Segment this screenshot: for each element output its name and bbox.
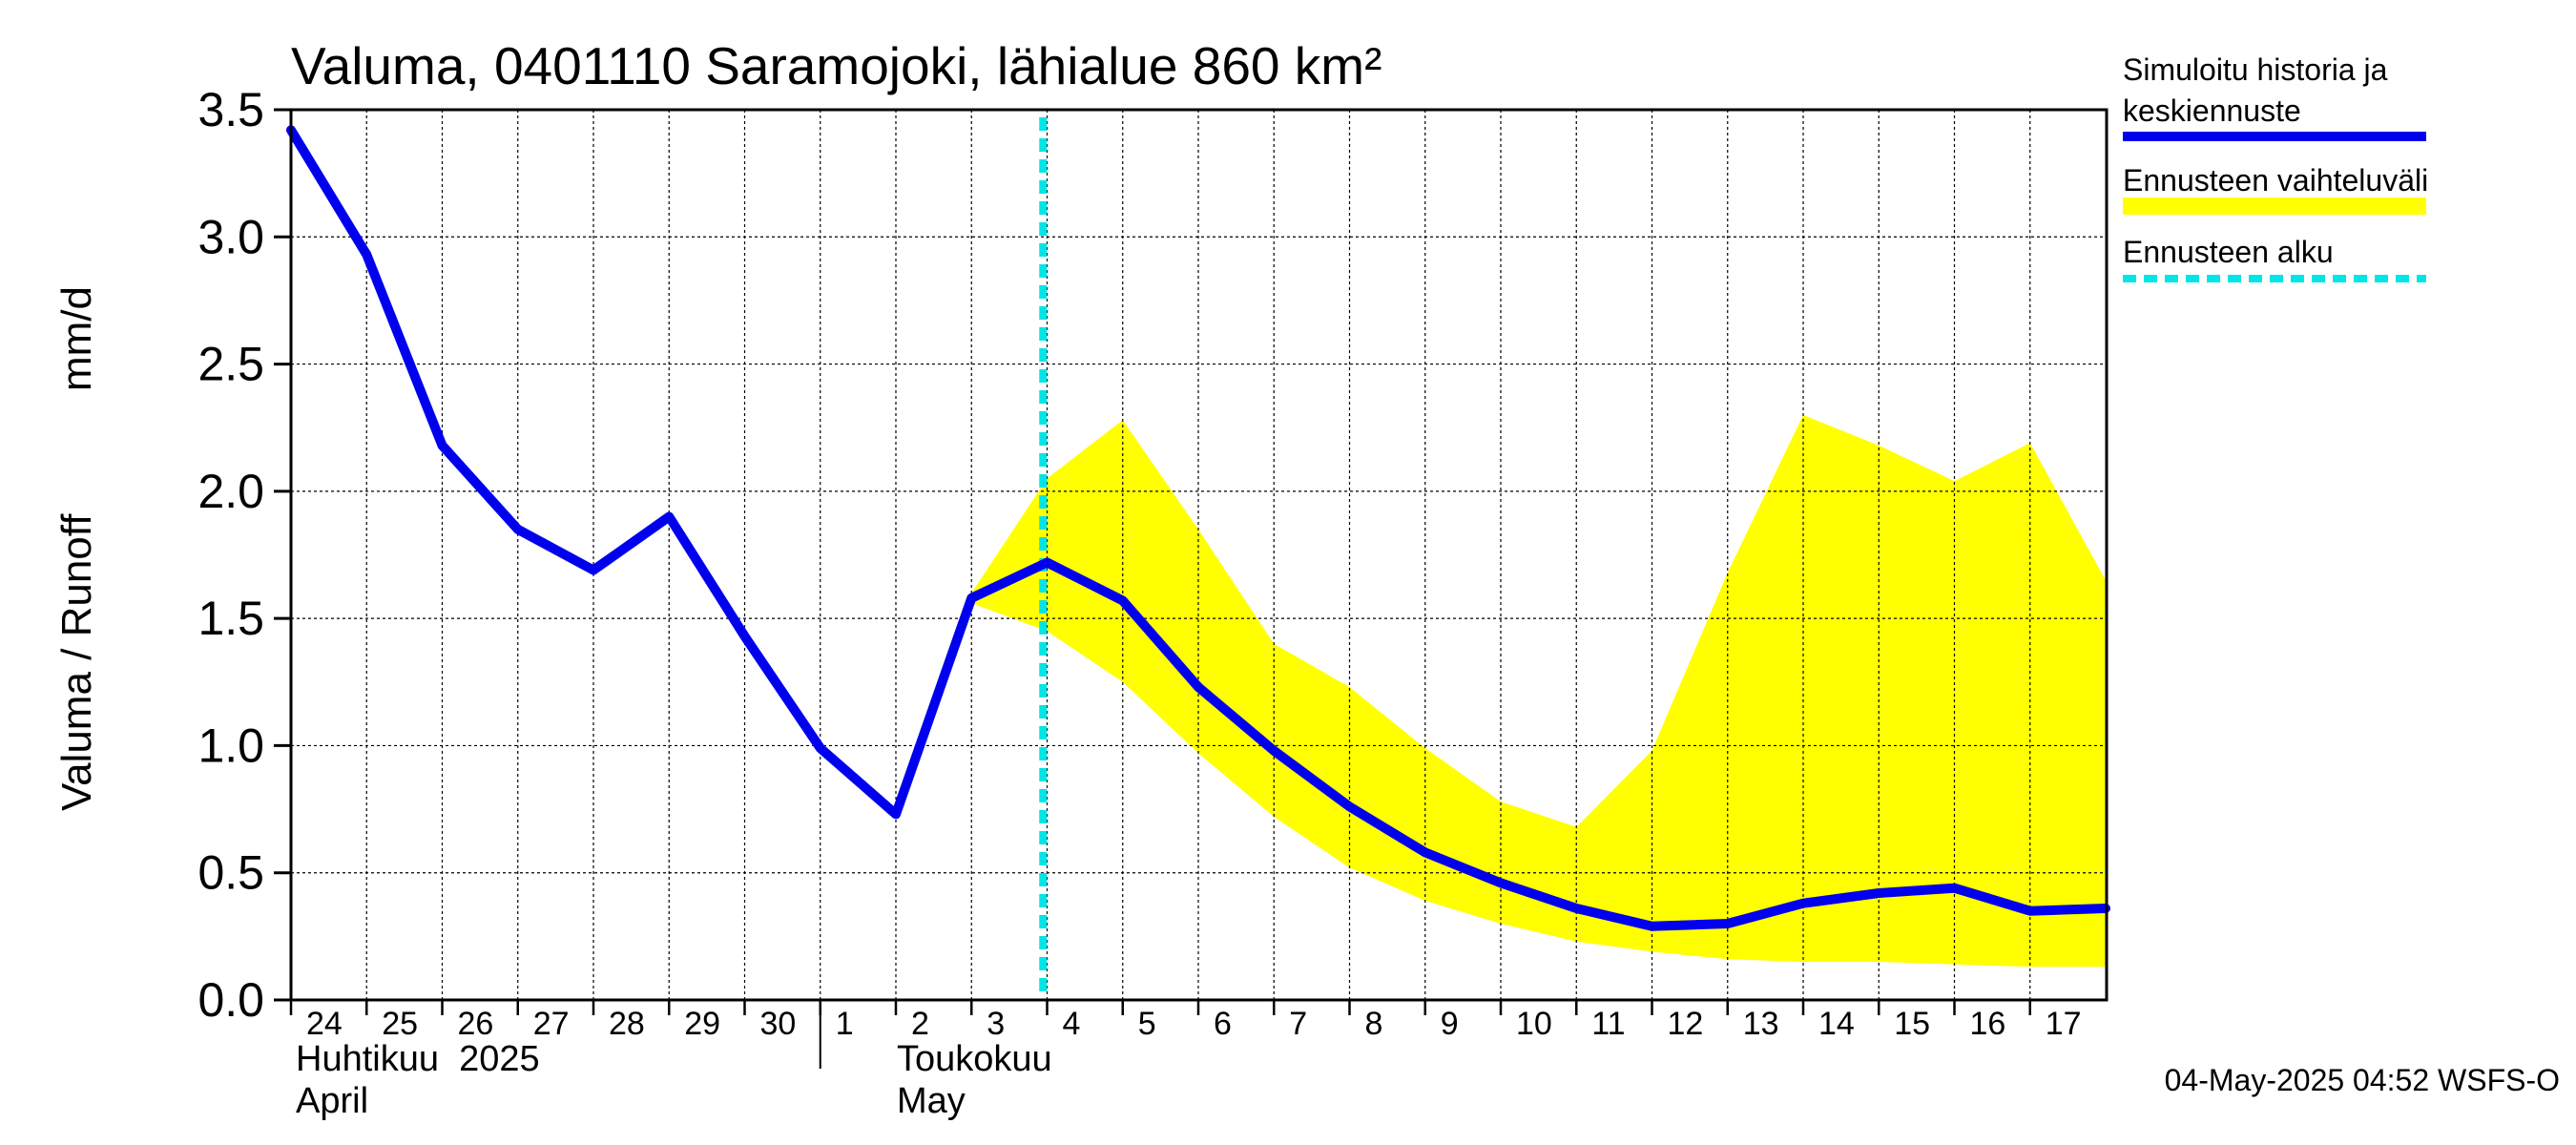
x-tick-label: 24 xyxy=(306,1006,343,1042)
footer-timestamp: 04-May-2025 04:52 WSFS-O xyxy=(2165,1063,2560,1097)
y-tick-label: 3.0 xyxy=(197,210,264,263)
runoff-data-point xyxy=(1347,804,1352,809)
legend-history-label-line2: keskiennuste xyxy=(2123,94,2301,128)
x-tick-label: 12 xyxy=(1668,1006,1704,1042)
runoff-data-point xyxy=(1196,685,1200,690)
legend: Simuloitu historia ja keskiennuste Ennus… xyxy=(2123,52,2428,282)
y-axis-label-runoff: Valuma / Runoff xyxy=(53,513,100,811)
runoff-data-point xyxy=(894,812,898,817)
y-tick-label: 1.5 xyxy=(197,592,264,645)
y-tick-label: 1.0 xyxy=(197,718,264,772)
runoff-data-point xyxy=(969,595,974,600)
runoff-data-point xyxy=(1272,748,1277,753)
x-tick-label: 17 xyxy=(2046,1006,2082,1042)
x-tick-label: 29 xyxy=(684,1006,720,1042)
x-tick-label: 10 xyxy=(1516,1006,1552,1042)
runoff-data-point xyxy=(2027,908,2032,913)
x-tick-label: 7 xyxy=(1289,1006,1307,1042)
runoff-data-point xyxy=(1801,901,1805,906)
runoff-data-point xyxy=(667,514,672,519)
month-label-may-en: May xyxy=(897,1081,966,1121)
x-tick-label: 30 xyxy=(760,1006,797,1042)
x-tick-label: 2 xyxy=(911,1006,929,1042)
month-label-april-fi: Huhtikuu 2025 xyxy=(296,1039,540,1079)
legend-range-label: Ennusteen vaihteluväli xyxy=(2123,163,2428,198)
x-tick-label: 27 xyxy=(533,1006,570,1042)
x-tick-label: 6 xyxy=(1214,1006,1232,1042)
x-tick-label: 4 xyxy=(1063,1006,1081,1042)
runoff-data-point xyxy=(1574,906,1579,910)
x-tick-label: 8 xyxy=(1365,1006,1383,1042)
legend-history-label-line1: Simuloitu historia ja xyxy=(2123,52,2388,87)
runoff-data-point xyxy=(1952,885,1957,890)
x-tick-label: 15 xyxy=(1894,1006,1930,1042)
x-tick-label: 9 xyxy=(1441,1006,1459,1042)
runoff-data-point xyxy=(440,443,445,448)
runoff-data-point xyxy=(1045,560,1049,565)
y-tick-label: 0.5 xyxy=(197,846,264,900)
x-tick-label: 3 xyxy=(987,1006,1005,1042)
x-tick-label: 16 xyxy=(1970,1006,2006,1042)
month-label-may-fi: Toukokuu xyxy=(897,1039,1052,1079)
y-tick-label: 2.5 xyxy=(197,338,264,391)
runoff-data-point xyxy=(364,252,369,257)
legend-start-label: Ennusteen alku xyxy=(2123,235,2334,269)
chart-title: Valuma, 0401110 Saramojoki, lähialue 860… xyxy=(291,36,1381,95)
x-tick-label: 13 xyxy=(1743,1006,1779,1042)
runoff-data-point xyxy=(742,634,747,638)
forecast-band-layer xyxy=(971,414,2106,968)
runoff-data-point xyxy=(1725,922,1730,926)
axes: 0.00.51.01.52.02.53.03.524 25 26 27 28 29 30 1 2… xyxy=(197,83,2082,1069)
runoff-data-point xyxy=(818,746,822,751)
x-tick-label: 1 xyxy=(836,1006,854,1042)
runoff-data-point xyxy=(1877,891,1881,895)
forecast-range-band xyxy=(971,414,2106,968)
runoff-data-point xyxy=(515,527,520,531)
y-axis-label-unit: mm/d xyxy=(53,286,100,391)
x-tick-label: 11 xyxy=(1591,1006,1625,1042)
grid-lines xyxy=(291,110,2107,1000)
y-tick-label: 3.5 xyxy=(197,83,264,136)
month-label-april-en: April xyxy=(296,1081,368,1121)
y-tick-label: 0.0 xyxy=(197,973,264,1027)
x-tick-label: 5 xyxy=(1138,1006,1156,1042)
x-tick-label: 26 xyxy=(458,1006,494,1042)
runoff-data-point xyxy=(1423,850,1427,855)
x-tick-label: 25 xyxy=(382,1006,418,1042)
month-labels: Huhtikuu 2025 April Toukokuu May xyxy=(296,1039,1052,1121)
runoff-data-point xyxy=(1650,924,1654,928)
y-tick-label: 2.0 xyxy=(197,465,264,518)
runoff-data-point xyxy=(1499,881,1503,885)
runoff-data-point xyxy=(1120,598,1125,603)
runoff-data-point xyxy=(592,568,595,572)
x-tick-label: 14 xyxy=(1818,1006,1855,1042)
x-tick-label: 28 xyxy=(609,1006,645,1042)
